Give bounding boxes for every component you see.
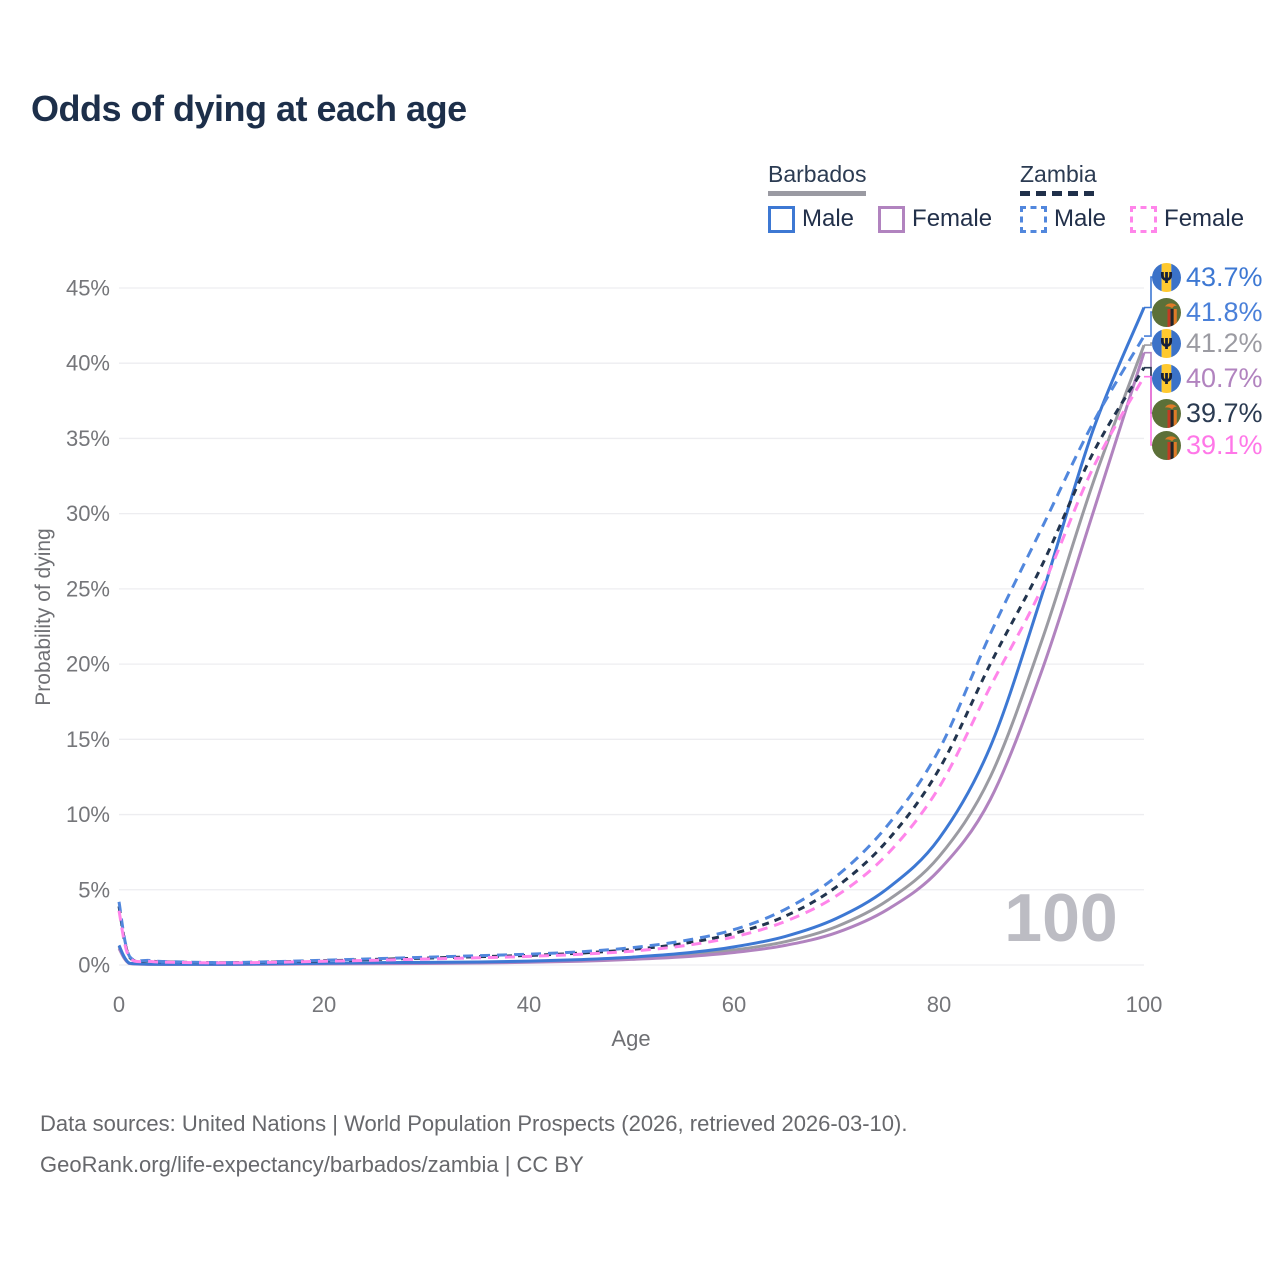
- svg-text:Ψ: Ψ: [1160, 269, 1173, 287]
- y-tick-label: 45%: [66, 275, 110, 300]
- end-label-zambia-male: 41.8%: [1152, 296, 1263, 328]
- legend-country-barbados[interactable]: Barbados: [768, 161, 867, 196]
- page-title: Odds of dying at each age: [31, 88, 467, 129]
- y-tick-label: 5%: [78, 877, 110, 902]
- legend-country-zambia[interactable]: Zambia: [1020, 161, 1097, 196]
- legend-item-label: Male: [802, 205, 855, 232]
- series-line-barbados-female: [117, 352, 1146, 966]
- zambia-flag-icon: [1152, 297, 1181, 327]
- barbados-flag-icon: Ψ: [1152, 262, 1181, 292]
- x-axis-title: Age: [611, 1026, 651, 1051]
- legend-group-barbados: Barbados Male Female: [768, 161, 992, 233]
- y-tick-label: 0%: [78, 953, 110, 978]
- x-tick-label: 40: [517, 992, 541, 1017]
- y-tick-label: 30%: [66, 501, 110, 526]
- end-label-value: 41.2%: [1186, 327, 1263, 358]
- legend-items-zambia: Male Female: [1020, 205, 1244, 233]
- y-tick-label: 40%: [66, 351, 110, 376]
- age-watermark: 100: [1004, 880, 1117, 956]
- data-source-footer: Data sources: United Nations | World Pop…: [40, 1103, 907, 1185]
- legend-item-zambia-female[interactable]: Female: [1130, 205, 1244, 233]
- series-line-zambia-female: [117, 375, 1146, 965]
- zambia-line-style-sample: [1020, 191, 1097, 196]
- legend-item-zambia-male[interactable]: Male: [1020, 205, 1106, 233]
- zambia-female-swatch-icon: [1130, 205, 1158, 233]
- legend-item-barbados-female[interactable]: Female: [878, 205, 992, 233]
- x-tick-label: 20: [312, 992, 336, 1017]
- x-tick-label: 100: [1126, 992, 1163, 1017]
- footer-line-1: Data sources: United Nations | World Pop…: [40, 1111, 908, 1136]
- zambia-male-swatch-icon: [1020, 205, 1047, 233]
- legend-item-barbados-male[interactable]: Male: [768, 205, 854, 233]
- legend-item-label: Male: [1054, 205, 1107, 232]
- barbados-female-swatch-icon: [878, 205, 906, 233]
- series-line-zambia-both: [117, 366, 1146, 965]
- y-tick-label: 15%: [66, 727, 110, 752]
- end-label-barbados-male: Ψ 43.7%: [1152, 261, 1263, 293]
- legend-items-barbados: Male Female: [768, 205, 992, 233]
- svg-text:Ψ: Ψ: [1160, 335, 1173, 353]
- legend-country-zambia-label: Zambia: [1020, 161, 1097, 187]
- end-label-barbados-both: Ψ 41.2%: [1152, 327, 1263, 359]
- zambia-flag-icon: [1152, 398, 1181, 428]
- series-line-zambia-male: [117, 335, 1146, 965]
- barbados-flag-icon: Ψ: [1152, 328, 1181, 358]
- legend-item-label: Female: [912, 205, 993, 232]
- end-label-zambia-both: 39.7%: [1152, 397, 1263, 429]
- legend-group-zambia: Zambia Male Female: [1020, 161, 1244, 233]
- x-tick-label: 60: [722, 992, 746, 1017]
- end-label-barbados-female: Ψ 40.7%: [1152, 362, 1263, 394]
- barbados-line-style-sample: [768, 191, 867, 196]
- y-tick-label: 35%: [66, 426, 110, 451]
- x-tick-label: 80: [927, 992, 951, 1017]
- end-label-value: 43.7%: [1186, 261, 1263, 292]
- legend-country-barbados-label: Barbados: [768, 161, 867, 187]
- barbados-male-swatch-icon: [768, 205, 795, 233]
- end-label-zambia-female: 39.1%: [1152, 429, 1263, 461]
- end-label-value: 40.7%: [1186, 362, 1263, 393]
- y-tick-label: 25%: [66, 576, 110, 601]
- zambia-flag-icon: [1152, 430, 1181, 460]
- series-line-barbados-male: [117, 306, 1146, 966]
- end-label-value: 39.1%: [1186, 429, 1263, 460]
- end-label-value: 41.8%: [1186, 296, 1263, 327]
- y-tick-label: 20%: [66, 652, 110, 677]
- y-tick-label: 10%: [66, 802, 110, 827]
- end-label-value: 39.7%: [1186, 397, 1263, 428]
- y-axis-title: Probability of dying: [32, 528, 55, 706]
- svg-text:Ψ: Ψ: [1160, 370, 1173, 388]
- barbados-flag-icon: Ψ: [1152, 363, 1181, 393]
- x-tick-label: 0: [113, 992, 125, 1017]
- legend-item-label: Female: [1164, 205, 1245, 232]
- footer-line-2: GeoRank.org/life-expectancy/barbados/zam…: [40, 1152, 584, 1177]
